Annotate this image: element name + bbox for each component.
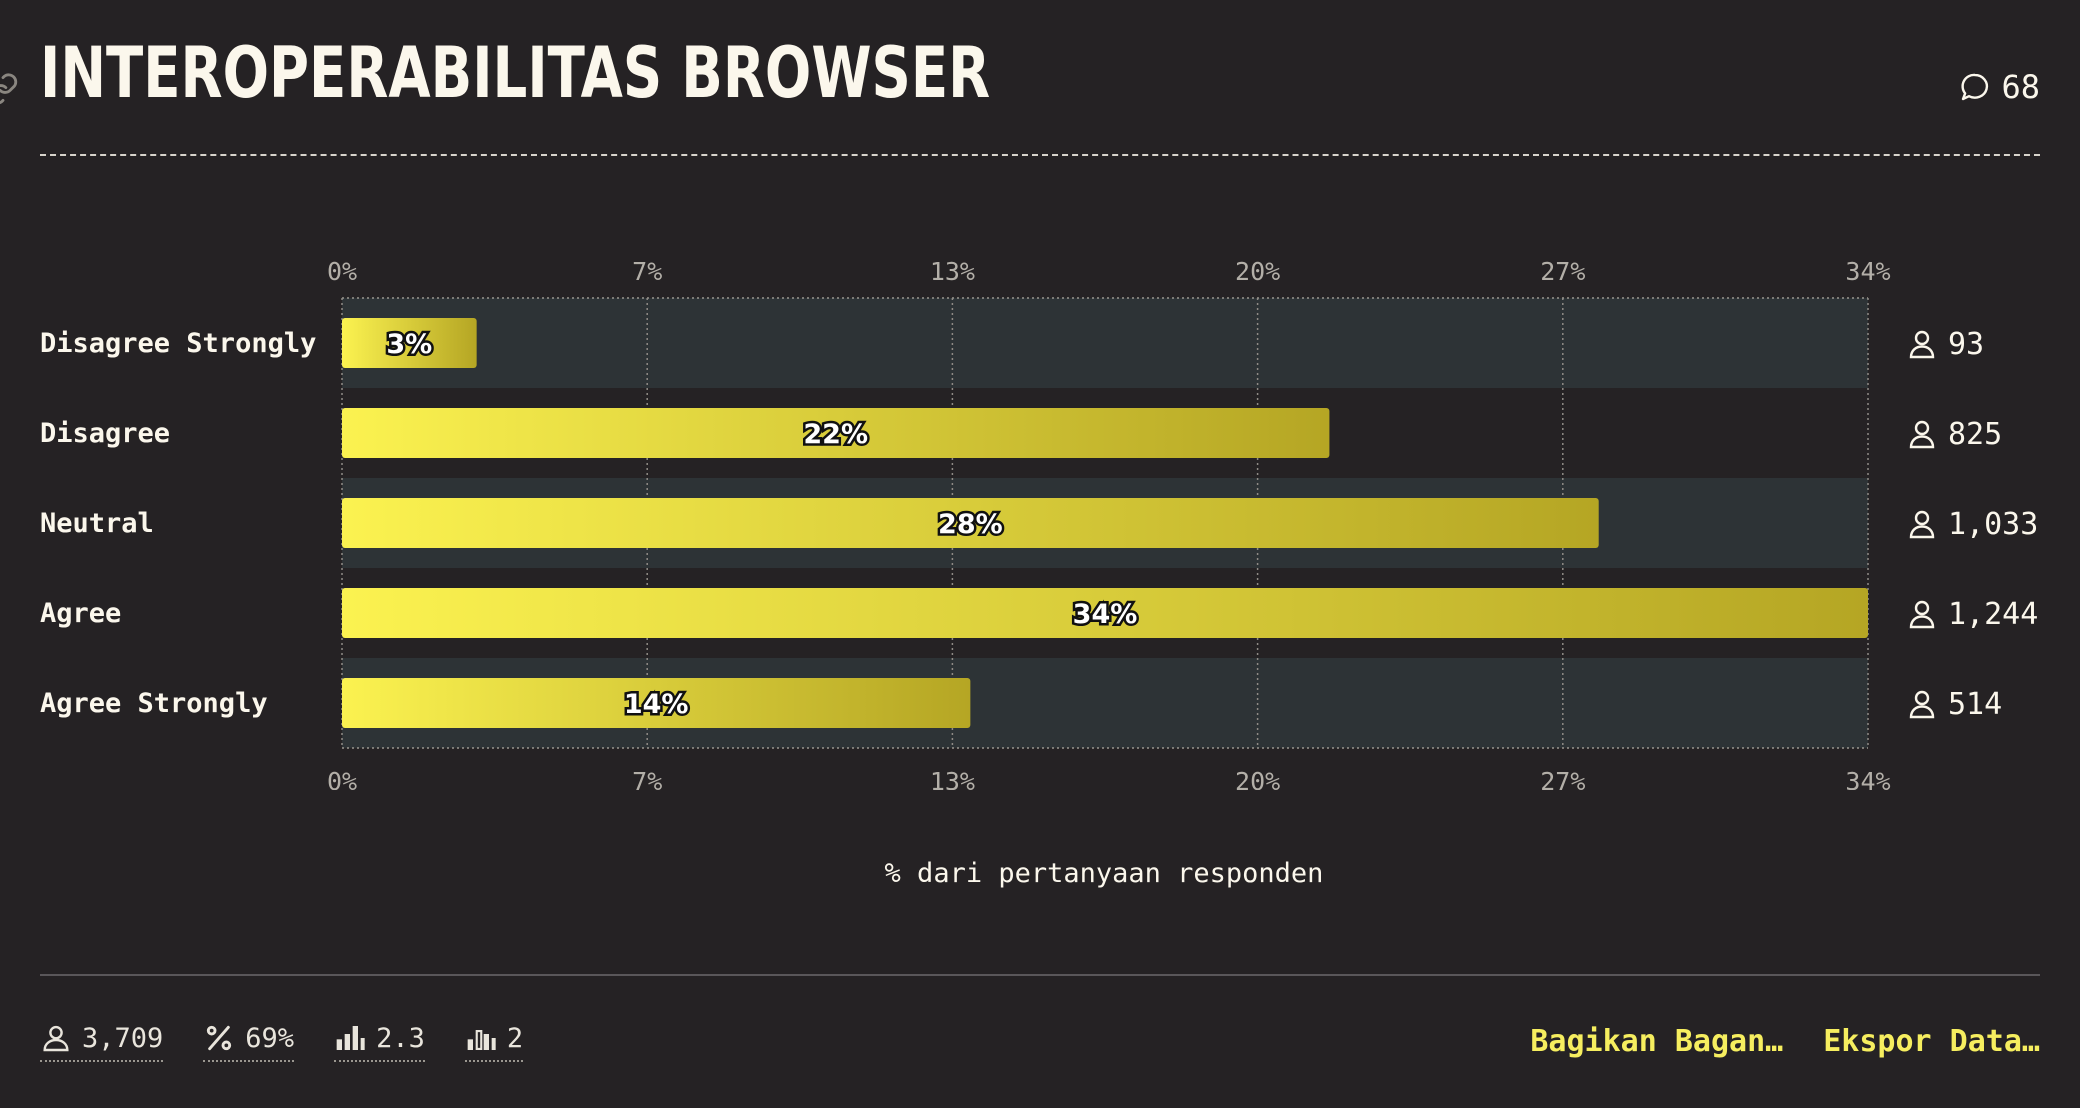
stat-percent[interactable]: 69% [203, 1022, 295, 1062]
category-label: Agree Strongly [40, 688, 268, 719]
share-chart-button[interactable]: Bagikan Bagan… [1530, 1024, 1784, 1059]
stat-value: 3,709 [82, 1022, 164, 1054]
tick-label-bottom: 13% [930, 767, 975, 790]
stat-value: 69% [245, 1022, 295, 1054]
respondent-count: 1,244 [1948, 597, 2038, 632]
footer-actions: Bagikan Bagan… Ekspor Data… [1530, 1024, 2040, 1059]
bar-value-label: 34% [1073, 599, 1138, 630]
stat-value: 2.3 [376, 1022, 425, 1054]
comments-button[interactable]: 68 [1959, 68, 2040, 106]
percent-icon [207, 1025, 232, 1051]
tick-label-top: 0% [327, 257, 357, 286]
bar [342, 588, 1868, 638]
user-icon [1909, 690, 1935, 719]
bar-chart: 0% 0% 7% 7% 13% 13% 20% 20% 27% 27% 34% 34% Disagree… [40, 257, 2038, 790]
title-divider [40, 154, 2040, 156]
tick-label-top: 13% [930, 257, 975, 286]
category-label: Agree [40, 598, 121, 629]
respondent-count: 825 [1948, 417, 2002, 452]
user-icon [1909, 600, 1935, 629]
link-icon[interactable] [0, 72, 20, 106]
category-label: Neutral [40, 508, 154, 539]
comment-count: 68 [2001, 68, 2040, 106]
user-icon [1909, 420, 1935, 449]
x-axis-label: % dari pertanyaan responden [884, 858, 1324, 889]
tick-label-top: 20% [1235, 257, 1280, 286]
respondent-count: 93 [1948, 327, 1984, 362]
footer-divider [40, 974, 2040, 976]
tick-label-top: 27% [1540, 257, 1585, 286]
bar [342, 498, 1599, 548]
tick-label-top: 34% [1845, 257, 1890, 286]
bar-value-label: 28% [938, 509, 1003, 540]
tick-label-bottom: 20% [1235, 767, 1280, 790]
comment-icon [1961, 73, 1989, 101]
bar-chart-outline-icon [467, 1030, 496, 1050]
category-label: Disagree [40, 418, 170, 449]
stat-average[interactable]: 2.3 [334, 1022, 425, 1062]
respondent-count: 514 [1948, 687, 2002, 722]
bar-value-label: 22% [803, 419, 868, 450]
export-data-button[interactable]: Ekspor Data… [1823, 1024, 2040, 1059]
user-icon [1909, 510, 1935, 539]
tick-label-bottom: 34% [1845, 767, 1890, 790]
bar-value-label: 14% [624, 689, 689, 720]
category-label: Disagree Strongly [40, 328, 316, 359]
user-icon [43, 1025, 69, 1052]
stat-median[interactable]: 2 [464, 1022, 524, 1062]
tick-label-bottom: 27% [1540, 767, 1585, 790]
chart-title: INTEROPERABILITAS BROWSER [40, 32, 991, 114]
stats-bar: 3,709 69% 2.3 2 [40, 1022, 524, 1062]
row-band [342, 298, 1868, 388]
respondent-count: 1,033 [1948, 507, 2038, 542]
bar-value-label: 3% [386, 329, 432, 360]
user-icon [1909, 330, 1935, 359]
tick-label-bottom: 7% [632, 767, 662, 790]
bar [342, 408, 1330, 458]
stat-value: 2 [506, 1022, 524, 1054]
bar [342, 318, 477, 368]
bar-chart-icon [336, 1026, 365, 1050]
tick-label-top: 7% [632, 257, 662, 286]
bar [342, 678, 971, 728]
stat-respondents[interactable]: 3,709 [40, 1022, 164, 1062]
tick-label-bottom: 0% [327, 767, 357, 790]
